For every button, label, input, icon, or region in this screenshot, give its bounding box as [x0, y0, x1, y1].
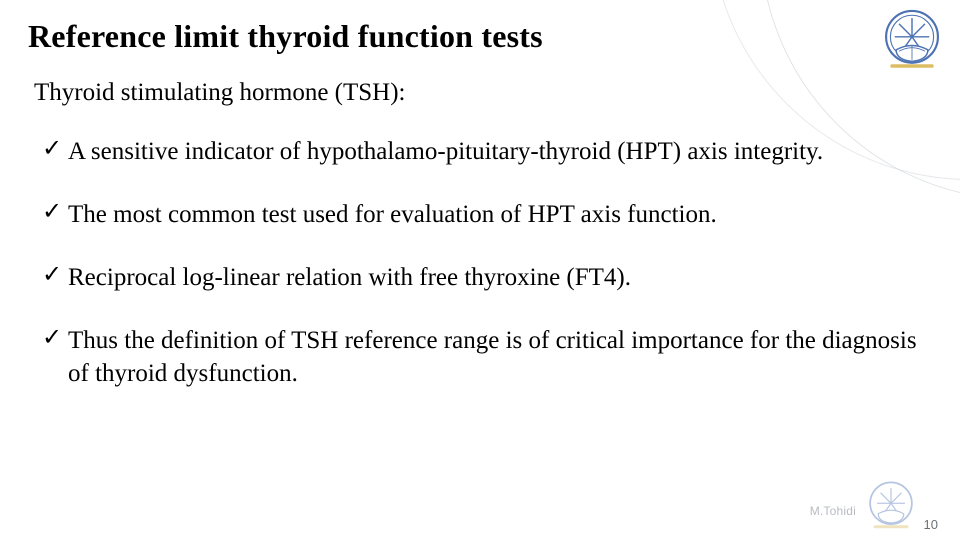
slide-title: Reference limit thyroid function tests [28, 18, 932, 55]
bullet-list: ✓ A sensitive indicator of hypothalamo-p… [42, 135, 932, 390]
bullet-text: The most common test used for evaluation… [68, 198, 932, 231]
checkmark-icon: ✓ [42, 198, 68, 227]
checkmark-icon: ✓ [42, 261, 68, 290]
bullet-text: Reciprocal log-linear relation with free… [68, 261, 932, 294]
list-item: ✓ A sensitive indicator of hypothalamo-p… [42, 135, 932, 168]
institution-logo-icon [862, 480, 920, 530]
checkmark-icon: ✓ [42, 135, 68, 164]
page-number: 10 [924, 517, 938, 532]
checkmark-icon: ✓ [42, 324, 68, 353]
slide: Reference limit thyroid function tests T… [0, 0, 960, 540]
bullet-text: Thus the definition of TSH reference ran… [68, 324, 932, 390]
list-item: ✓ Reciprocal log-linear relation with fr… [42, 261, 932, 294]
bullet-text: A sensitive indicator of hypothalamo-pit… [68, 135, 932, 168]
list-item: ✓ The most common test used for evaluati… [42, 198, 932, 231]
footer-author: M.Tohidi [810, 504, 856, 518]
slide-subtitle: Thyroid stimulating hormone (TSH): [34, 79, 932, 107]
list-item: ✓ Thus the definition of TSH reference r… [42, 324, 932, 390]
